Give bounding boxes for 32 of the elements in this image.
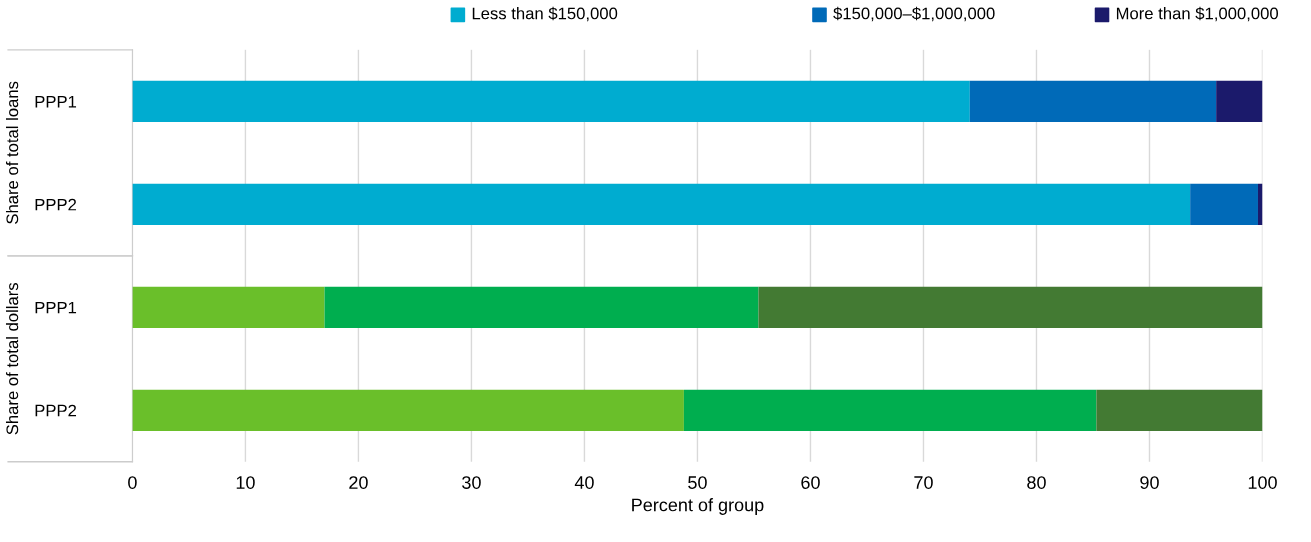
x-tick-label: 100: [1248, 476, 1277, 489]
x-tick-label: 70: [914, 476, 933, 489]
x-tick-label: 0: [128, 476, 137, 489]
legend-label: $150,000–$1,000,000: [833, 6, 995, 22]
bar: [132, 389, 684, 431]
bar: [683, 389, 1097, 431]
x-tick-label: 60: [801, 476, 820, 489]
x-tick-label: 10: [236, 476, 255, 489]
x-tick-label: 20: [349, 476, 368, 489]
x-tick-label: 40: [574, 476, 594, 489]
bar: [1216, 80, 1263, 122]
y-tick-label: PPP1: [35, 95, 77, 108]
x-tick-label: 30: [462, 476, 481, 489]
text: Share of total loans: [5, 81, 19, 224]
bar: [132, 286, 325, 328]
x-tick-label: 50: [688, 476, 707, 489]
bar: [1190, 183, 1258, 225]
y-tick-label: PPP1: [35, 301, 77, 314]
text: Share of total dollars: [5, 282, 19, 435]
x-tick-label: 90: [1140, 476, 1159, 489]
y-tick-label: PPP2: [35, 404, 77, 417]
bar: [324, 286, 759, 328]
bar: [1096, 389, 1263, 431]
legend-label: More than $1,000,000: [1116, 6, 1279, 22]
bar: [132, 80, 970, 122]
bar: [132, 183, 1191, 225]
y-tick-label: PPP2: [35, 198, 77, 211]
x-axis-title: Percent of group: [632, 498, 764, 515]
bar: [758, 286, 1263, 328]
legend-label: Less than $150,000: [472, 6, 618, 22]
x-tick-label: 80: [1027, 476, 1046, 489]
bar: [969, 80, 1217, 122]
